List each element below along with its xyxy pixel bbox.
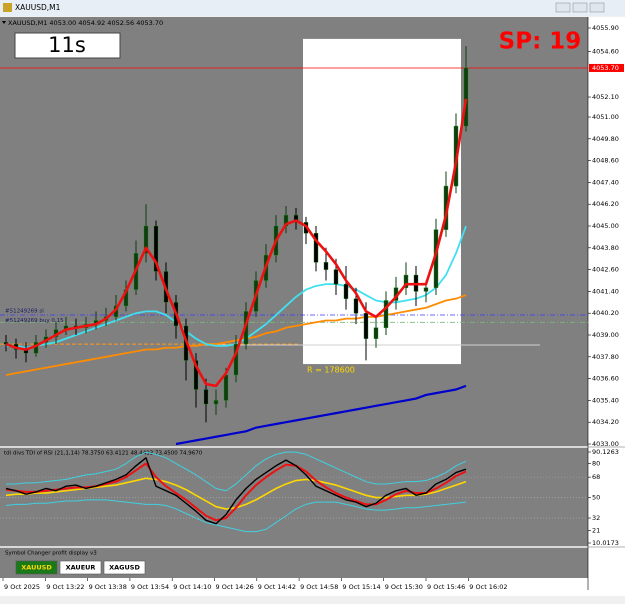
- tdi-line: [5, 499, 467, 533]
- y-tick-label: 4034.20: [592, 418, 619, 426]
- y-tick-label: 4033.00: [592, 440, 619, 448]
- time-label: 9 Oct 2025: [4, 583, 40, 591]
- time-label: 9 Oct 15:30: [385, 583, 423, 591]
- time-label: 9 Oct 13:54: [131, 583, 169, 591]
- time-label: 9 Oct 15:14: [342, 583, 380, 591]
- order-label: #51249269 buy 0.15: [5, 318, 64, 324]
- spread: SP: 19: [499, 29, 582, 55]
- header-arrow: [2, 21, 6, 24]
- time-label: 9 Oct 14:42: [258, 583, 296, 591]
- y-tick-label: 90.1263: [592, 448, 619, 456]
- tdi-chart: tdi divs TDI of RSI (21,1,14) 78.3750 63…: [0, 448, 619, 547]
- symbol-button-label[interactable]: XAGUSD: [109, 564, 140, 572]
- candle-body: [363, 313, 369, 339]
- candle-body: [143, 225, 149, 254]
- window-icon: [3, 3, 12, 12]
- candle-body: [463, 67, 469, 127]
- y-tick-label: 4037.80: [592, 353, 619, 361]
- y-tick-label: 4041.40: [592, 287, 619, 295]
- candle-body: [333, 269, 339, 285]
- time-label: 9 Oct 13:38: [89, 583, 127, 591]
- bid-tag: [589, 63, 624, 72]
- candle-body: [343, 283, 349, 299]
- candle-body: [323, 262, 329, 270]
- time-label: 9 Oct 14:26: [216, 583, 254, 591]
- candle-body: [383, 300, 389, 328]
- y-tick-label: 4054.60: [592, 48, 619, 56]
- symbol-button-label[interactable]: XAUUSD: [21, 564, 52, 572]
- candle-body: [403, 274, 409, 288]
- y-tick-label: 4039.00: [592, 331, 619, 339]
- close-button[interactable]: [589, 2, 605, 13]
- y-tick-label: 4048.60: [592, 157, 619, 165]
- candle-body: [213, 400, 219, 405]
- y-tick-label: 4036.60: [592, 375, 619, 383]
- candle-body: [293, 214, 299, 223]
- y-tick-label: 10.0173: [592, 539, 619, 547]
- y-tick-label: 80: [592, 460, 600, 468]
- time-label: 9 Oct 14:58: [300, 583, 338, 591]
- order-label: #51249269 sl: [5, 309, 44, 315]
- time-label: 9 Oct 16:02: [469, 583, 507, 591]
- window-title: XAUUSD,M1: [15, 3, 61, 12]
- candle-body: [193, 360, 199, 390]
- tdi-line: [6, 451, 467, 492]
- indicator-axis: [588, 447, 625, 547]
- y-tick-label: 4043.80: [592, 244, 619, 252]
- candle-body: [153, 225, 159, 272]
- indicator-pane: [0, 447, 588, 547]
- candle-body: [353, 298, 359, 314]
- y-tick-label: 68: [592, 473, 600, 481]
- minimize-button[interactable]: [555, 2, 571, 13]
- candle-body: [423, 287, 429, 292]
- price-axis: [588, 17, 625, 447]
- moving-average: [5, 98, 468, 388]
- maximize-button[interactable]: [572, 2, 588, 13]
- panel-axis: [588, 547, 625, 578]
- time-label: 9 Oct 15:46: [427, 583, 465, 591]
- y-tick-label: 4045.00: [592, 222, 619, 230]
- time-axis: [0, 578, 625, 596]
- time-label: 9 Oct 13:22: [46, 583, 84, 591]
- symbol-button-label[interactable]: XAUEUR: [66, 564, 96, 572]
- y-tick-label: 4035.40: [592, 396, 619, 404]
- moving-average: [175, 384, 467, 446]
- y-tick-label: 4051.00: [592, 113, 619, 121]
- timer: 11s: [48, 33, 86, 57]
- symbol-button[interactable]: [15, 560, 58, 575]
- y-tick-label: 4042.60: [592, 266, 619, 274]
- y-tick-label: 32: [592, 514, 600, 522]
- time-label: 9 Oct 14:10: [173, 583, 211, 591]
- symbol-changer: Symbol Changer profit display v3 XAUUSD XA…: [5, 551, 146, 575]
- symbol-button[interactable]: [103, 560, 146, 575]
- y-tick-label: 4047.40: [592, 178, 619, 186]
- timer-box: [14, 32, 121, 59]
- price-chart: XAUUSD,M1 4053.00 4054.92 4052.56 4053.7…: [0, 19, 624, 591]
- y-tick-label: 4055.90: [592, 24, 619, 32]
- bid-tag-label: 4053.70: [592, 64, 619, 72]
- candle-body: [203, 389, 209, 405]
- tdi-line: [5, 457, 467, 525]
- panel-title: Symbol Changer profit display v3: [5, 551, 97, 557]
- y-tick-label: 50: [592, 494, 600, 502]
- chart-header: XAUUSD,M1 4053.00 4054.92 4052.56 4053.7…: [8, 19, 163, 27]
- y-tick-label: 21: [592, 527, 600, 535]
- candle-body: [373, 327, 379, 339]
- candle-body: [223, 374, 229, 401]
- symbol-button[interactable]: [59, 560, 102, 575]
- y-tick-label: 4049.80: [592, 135, 619, 143]
- price-pane: [0, 17, 588, 447]
- y-tick-label: 4040.20: [592, 309, 619, 317]
- y-tick-label: 4052.10: [592, 93, 619, 101]
- y-tick-label: 4046.20: [592, 200, 619, 208]
- range-label: R = 178600: [307, 366, 355, 375]
- title-bar: [0, 0, 625, 16]
- indicator-title: tdi divs TDI of RSI (21,1,14) 78.3750 63…: [4, 451, 203, 457]
- candle-body: [313, 233, 319, 263]
